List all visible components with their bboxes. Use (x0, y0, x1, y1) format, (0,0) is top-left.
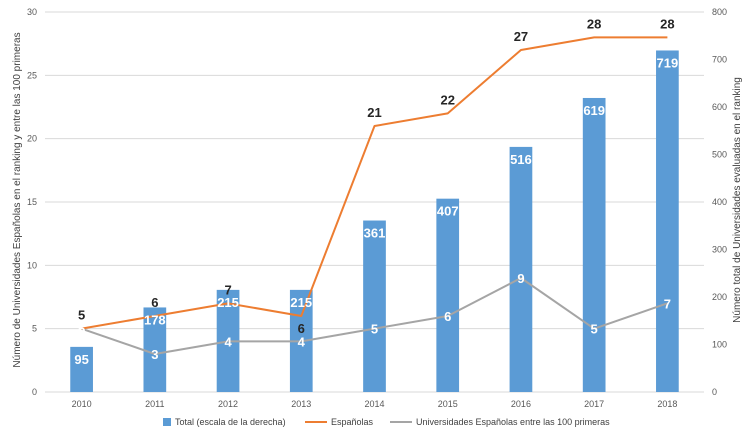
espanolas-data-label: 6 (151, 295, 158, 310)
espanolas-data-label: 21 (367, 105, 381, 120)
y-left-tick-label: 30 (27, 7, 37, 17)
y-right-tick-label: 0 (712, 387, 717, 397)
espanolas-data-label: 22 (440, 92, 454, 107)
espanolas-data-label: 5 (78, 308, 85, 323)
top100-data-label: 3 (151, 347, 158, 362)
bar-data-label: 719 (657, 55, 679, 70)
x-tick-label: 2013 (291, 399, 311, 409)
y-right-tick-label: 400 (712, 197, 727, 207)
y-left-tick-label: 5 (32, 324, 37, 334)
bar (436, 198, 460, 392)
bar (582, 97, 606, 392)
series-lines (81, 36, 668, 355)
legend-label: Españolas (331, 417, 374, 427)
y-right-tick-label: 300 (712, 245, 727, 255)
y-left-tick-label: 15 (27, 197, 37, 207)
bar (509, 146, 533, 392)
top100-data-label: 4 (298, 334, 306, 349)
x-tick-label: 2015 (438, 399, 458, 409)
x-tick-label: 2010 (72, 399, 92, 409)
bar (656, 50, 679, 392)
x-tick-label: 2017 (584, 399, 604, 409)
legend-label: Total (escala de la derecha) (175, 417, 286, 427)
y-right-tick-label: 500 (712, 150, 727, 160)
bar-data-label: 178 (144, 312, 166, 327)
x-tick-label: 2014 (364, 399, 384, 409)
bar-data-label: 516 (510, 152, 532, 167)
top100-data-label: 5 (78, 322, 85, 337)
bar-data-label: 215 (290, 295, 312, 310)
axis-titles: Número de Universidades Españolas en el … (12, 32, 743, 367)
legend-label: Universidades Españolas entre las 100 pr… (416, 417, 610, 427)
top100-data-label: 9 (517, 271, 524, 286)
y-right-tick-label: 600 (712, 102, 727, 112)
x-tick-label: 2018 (657, 399, 677, 409)
y-left-tick-label: 20 (27, 134, 37, 144)
y-right-tick-label: 100 (712, 340, 727, 350)
espanolas-data-label: 6 (298, 321, 305, 336)
y-left-tick-label: 0 (32, 387, 37, 397)
y-left-tick-label: 10 (27, 260, 37, 270)
espanolas-data-label: 28 (660, 16, 674, 31)
top100-data-label: 6 (444, 309, 451, 324)
espanolas-data-label: 27 (514, 29, 528, 44)
espanolas-data-label: 7 (224, 282, 231, 297)
series-line-espanolas (81, 36, 668, 330)
series-line-top100 (81, 277, 668, 355)
legend-swatch-total (163, 418, 171, 426)
tick-labels: 0510152025300100200300400500600700800201… (27, 7, 727, 409)
bars (70, 50, 679, 392)
top100-data-label: 4 (224, 334, 232, 349)
bar-data-label: 95 (74, 352, 88, 367)
top100-data-label: 7 (664, 296, 671, 311)
bar-data-label: 215 (217, 295, 239, 310)
y-right-tick-label: 800 (712, 7, 727, 17)
bar (363, 220, 386, 392)
y-right-tick-label: 700 (712, 55, 727, 65)
y-left-tick-label: 25 (27, 70, 37, 80)
x-tick-label: 2012 (218, 399, 238, 409)
top100-data-label: 5 (591, 322, 598, 337)
bar-data-label: 407 (437, 204, 459, 219)
x-tick-label: 2016 (511, 399, 531, 409)
y-right-tick-label: 200 (712, 292, 727, 302)
bar-data-label: 619 (583, 103, 605, 118)
legend: Total (escala de la derecha) Españolas Uni… (163, 417, 610, 427)
bar (70, 346, 93, 392)
bar-data-label: 361 (364, 226, 386, 241)
y-axis-left-title: Número de Universidades Españolas en el … (12, 32, 23, 367)
y-axis-right-title: Número total de Universidades evaluadas … (732, 77, 743, 323)
top100-data-label: 5 (371, 322, 378, 337)
espanolas-data-label: 28 (587, 16, 601, 31)
bar (143, 307, 167, 392)
x-tick-label: 2011 (145, 399, 164, 409)
